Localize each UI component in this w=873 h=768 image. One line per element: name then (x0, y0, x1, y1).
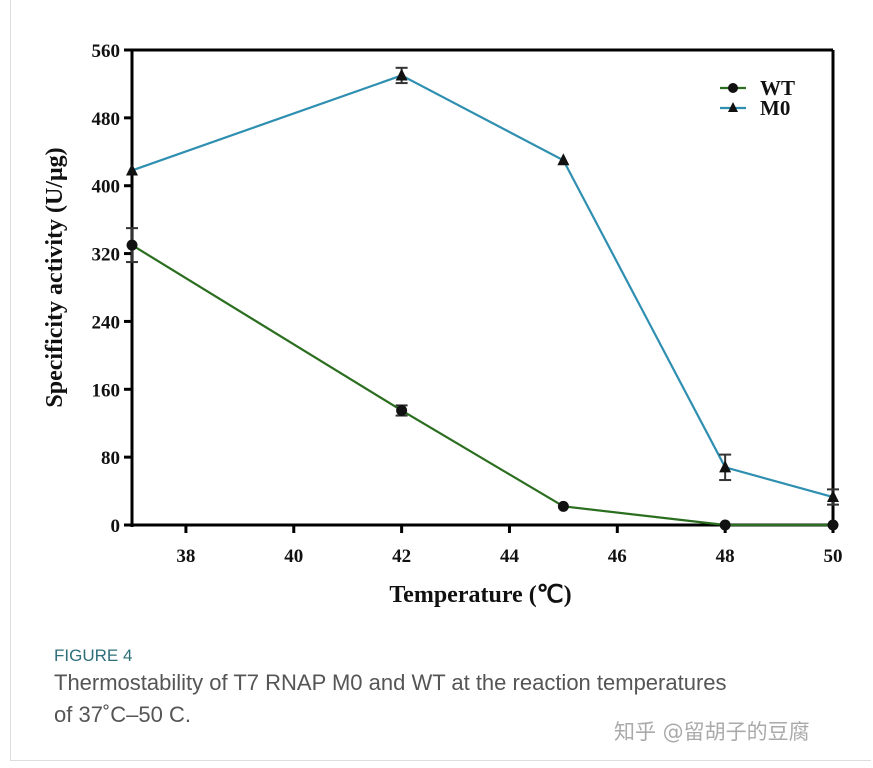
legend-label-WT: WT (760, 76, 795, 100)
legend-marker-WT (728, 83, 738, 93)
data-point-WT (827, 519, 839, 531)
y-tick-label: 80 (101, 448, 120, 469)
x-tick-label: 38 (176, 546, 195, 567)
series-line-WT (131, 244, 833, 527)
y-tick-label: 240 (92, 312, 121, 333)
figure-caption: Thermostability of T7 RNAP M0 and WT at … (54, 670, 727, 727)
data-point-M0 (827, 490, 839, 503)
data-point-WT (396, 404, 408, 416)
legend-marker-M0 (728, 102, 738, 112)
x-tick-label: 42 (392, 546, 411, 567)
legend-label-M0: M0 (760, 96, 790, 120)
y-tick-label: 480 (92, 109, 121, 130)
x-axis-label: Temperature (℃) (389, 582, 571, 608)
data-point-WT (557, 500, 569, 512)
x-tick-label: 50 (824, 546, 843, 567)
figure-frame (10, 0, 871, 761)
data-point-M0 (126, 163, 138, 176)
watermark: 知乎 @留胡子的豆腐 (614, 720, 810, 744)
y-axis-label: Specificity activity (U/μg) (42, 147, 68, 407)
x-tick-label: 44 (500, 546, 520, 567)
data-point-WT (719, 519, 731, 531)
line-chart: 0 80 160 240 320 400 480 560 38 40 42 44 46 48 50 Tempe… (42, 41, 843, 608)
x-tick-label: 40 (284, 546, 303, 567)
x-tick-label: 48 (716, 546, 735, 567)
data-point-WT (126, 239, 138, 251)
y-tick-label: 320 (92, 245, 121, 266)
series-line-M0 (131, 74, 834, 499)
y-tick-label: 400 (92, 177, 121, 198)
data-point-M0 (719, 460, 732, 473)
data-point-M0 (395, 68, 408, 81)
y-tick-label: 160 (92, 380, 121, 401)
y-tick-label: 0 (111, 516, 121, 537)
figure-label: FIGURE 4 (54, 646, 133, 665)
y-tick-label: 560 (92, 41, 121, 62)
x-tick-label: 46 (608, 546, 627, 567)
data-point-M0 (557, 153, 570, 166)
